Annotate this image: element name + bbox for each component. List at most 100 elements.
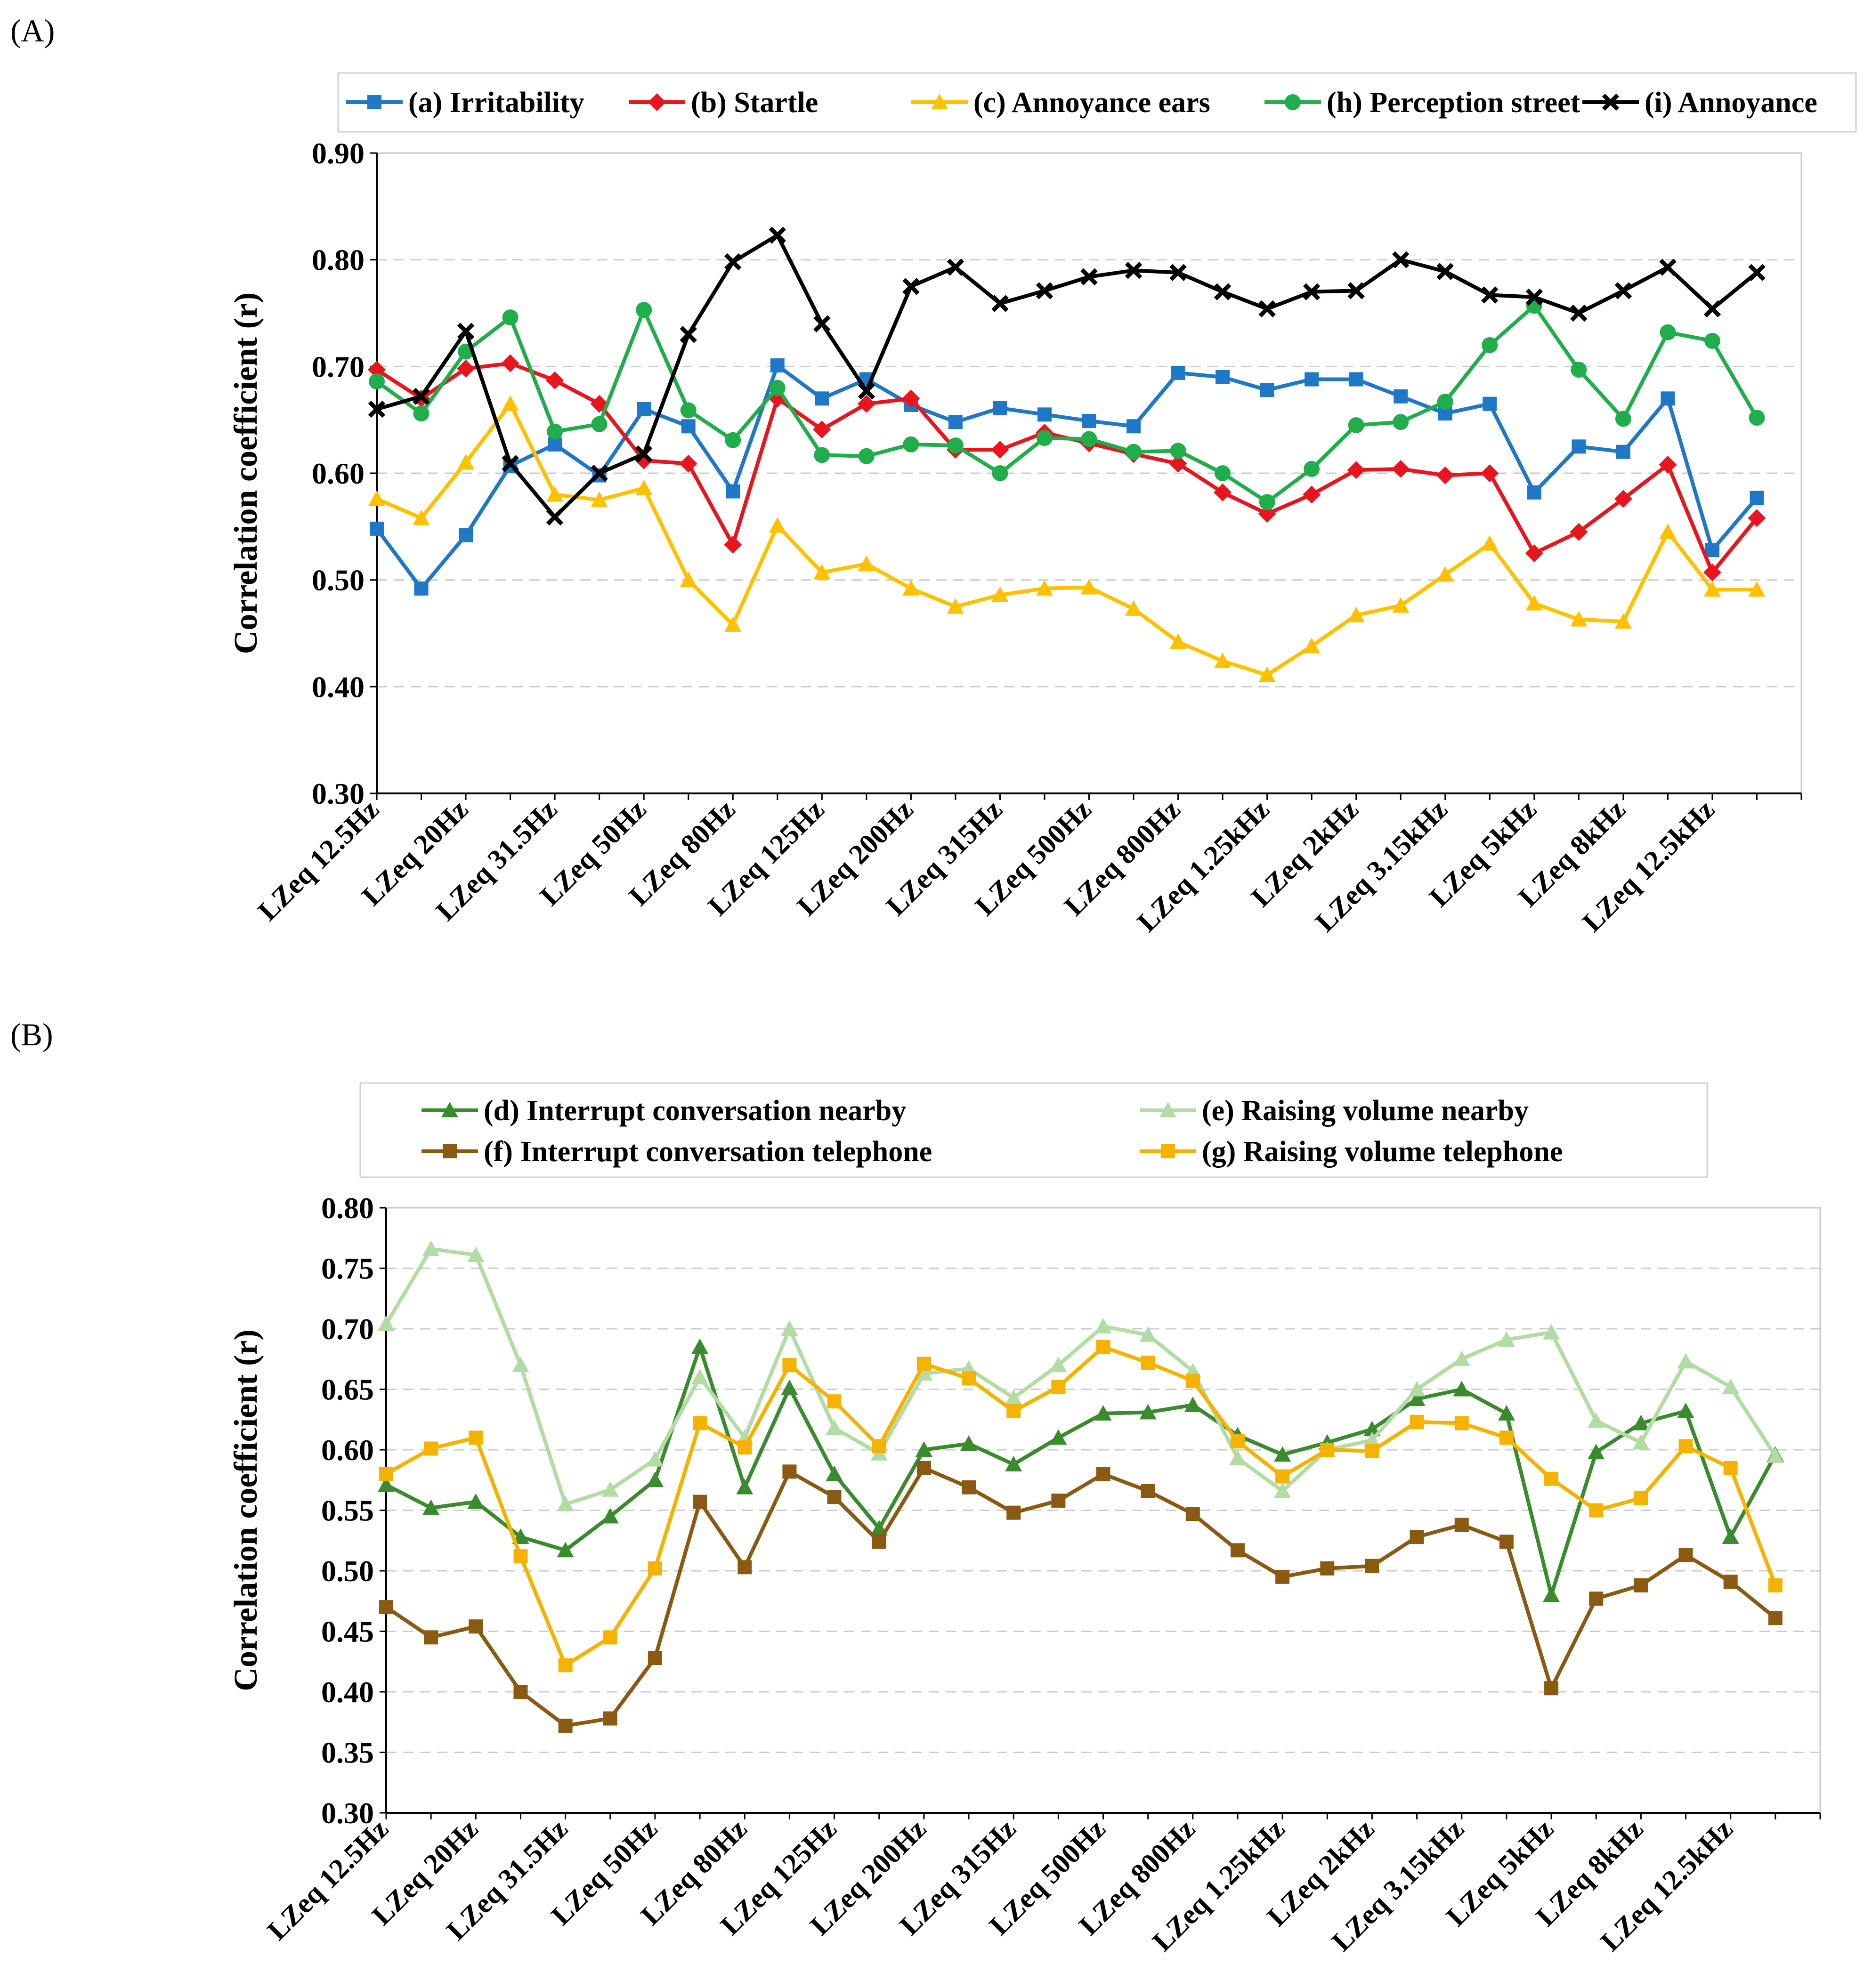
data-point <box>1482 337 1498 353</box>
data-point <box>457 323 475 340</box>
data-point <box>1454 1416 1469 1430</box>
data-point <box>469 1430 483 1445</box>
data-point <box>1347 606 1365 622</box>
data-point <box>781 1379 798 1395</box>
data-point <box>1126 444 1142 460</box>
data-point <box>1481 464 1499 482</box>
data-point <box>557 1495 574 1511</box>
data-point <box>1393 414 1409 430</box>
data-point <box>1320 1443 1335 1457</box>
data-point <box>691 1338 709 1354</box>
legend-entry: (h) Perception street <box>1264 87 1580 119</box>
series-line <box>375 364 1759 590</box>
data-point <box>815 391 829 406</box>
data-point <box>1437 394 1453 410</box>
legend-label: (g) Raising volume telephone <box>1202 1136 1563 1168</box>
data-point <box>546 486 564 502</box>
data-point <box>1139 1326 1157 1342</box>
data-point <box>947 259 964 276</box>
data-point <box>1303 283 1321 300</box>
data-point <box>827 1490 842 1504</box>
data-point <box>1410 1530 1424 1544</box>
data-point <box>1006 1404 1021 1418</box>
data-point <box>513 1549 528 1564</box>
data-point <box>782 1464 797 1479</box>
y-tick-label: 0.90 <box>312 137 365 170</box>
legend-label: (f) Interrupt conversation telephone <box>484 1136 932 1168</box>
data-point <box>902 580 920 596</box>
y-tick-label: 0.60 <box>321 1433 374 1467</box>
data-point <box>1141 1355 1155 1370</box>
data-point <box>1348 417 1364 433</box>
legend-marker <box>931 94 948 109</box>
data-point <box>1525 288 1543 306</box>
data-point <box>915 1441 932 1457</box>
data-point <box>680 326 697 343</box>
series-line <box>385 1466 1777 1728</box>
y-tick-label: 0.50 <box>321 1554 374 1588</box>
series-line <box>376 402 1757 677</box>
data-point <box>1436 466 1454 485</box>
data-point <box>1705 543 1719 558</box>
data-point <box>736 1479 754 1495</box>
legend-marker <box>648 93 666 111</box>
data-point <box>370 521 384 536</box>
data-point <box>1481 286 1499 304</box>
data-point <box>459 528 473 542</box>
data-point <box>769 517 786 533</box>
data-point <box>1392 460 1410 478</box>
data-point <box>1258 505 1276 523</box>
data-point <box>512 1357 529 1373</box>
data-point <box>781 1320 798 1336</box>
series-b-4 <box>379 1340 1783 1673</box>
data-point <box>1499 1430 1514 1445</box>
data-point <box>962 1371 976 1386</box>
data-point <box>1005 1389 1022 1405</box>
data-point <box>1499 1535 1514 1549</box>
data-point <box>378 1315 395 1331</box>
legend-label: (d) Interrupt conversation nearby <box>484 1095 906 1127</box>
data-point <box>546 508 564 526</box>
data-point <box>1303 638 1321 654</box>
data-point <box>769 380 786 396</box>
data-point <box>1703 300 1721 318</box>
data-point <box>1616 444 1630 459</box>
series-line <box>375 304 1759 504</box>
legend-entry: (d) Interrupt conversation nearby <box>421 1095 906 1127</box>
data-point <box>1703 581 1721 597</box>
data-point <box>1185 1374 1200 1388</box>
data-point <box>646 1451 664 1467</box>
data-point <box>1274 1446 1291 1462</box>
series-line <box>384 1247 1777 1506</box>
data-point <box>635 479 653 495</box>
data-point <box>680 402 697 419</box>
data-point <box>1659 455 1677 474</box>
data-point <box>947 598 964 614</box>
data-point <box>681 419 696 434</box>
data-point <box>947 437 964 454</box>
data-point <box>737 1560 752 1575</box>
legend-entry: (e) Raising volume nearby <box>1140 1095 1529 1127</box>
data-point <box>1050 1429 1067 1445</box>
data-point <box>1723 1575 1738 1589</box>
data-point <box>724 535 742 554</box>
data-point <box>1678 1548 1693 1562</box>
legend-entry: (a) Irritability <box>346 87 584 119</box>
data-point <box>1320 1561 1335 1576</box>
legend-entry: (f) Interrupt conversation telephone <box>421 1136 932 1168</box>
data-point <box>635 445 653 463</box>
data-point <box>814 447 830 463</box>
data-point <box>424 1630 438 1645</box>
data-point <box>1723 1461 1738 1475</box>
data-point <box>872 1439 886 1454</box>
data-point <box>1259 494 1275 510</box>
data-point <box>991 586 1009 602</box>
data-point <box>1215 465 1231 481</box>
chart-panel-b: 0.30 0.35 0.40 0.45 0.50 0.55 0.60 0.65 0.70 0.75… <box>228 1082 1821 1957</box>
data-point <box>1126 419 1141 434</box>
data-point <box>502 395 519 411</box>
data-point <box>813 315 831 332</box>
data-point <box>1094 1405 1112 1421</box>
data-point <box>1094 1317 1112 1333</box>
